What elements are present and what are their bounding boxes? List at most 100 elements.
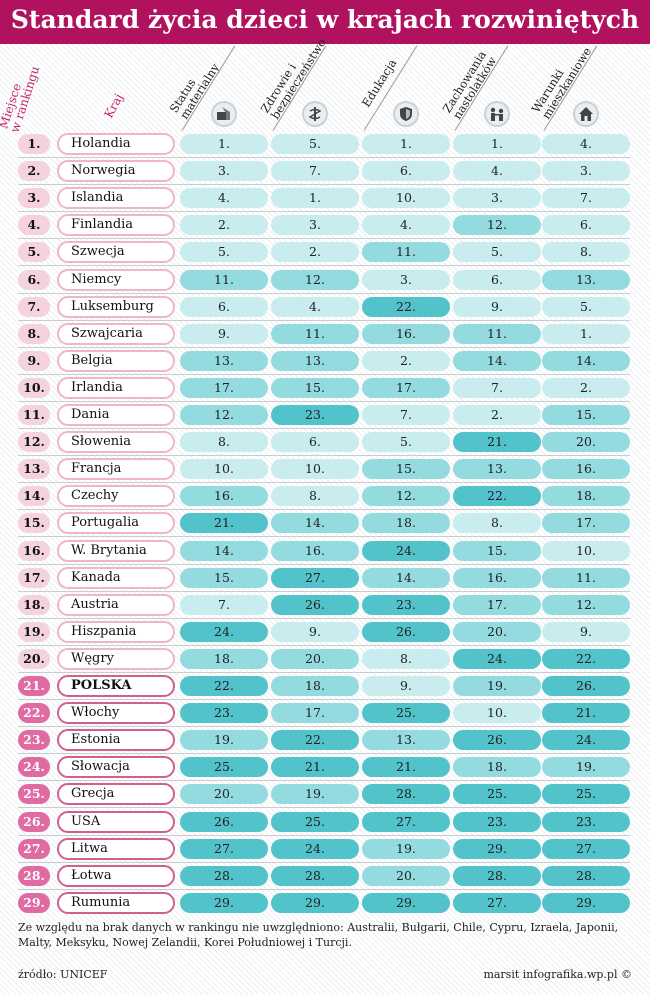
rank-cell: 19. — [271, 784, 359, 804]
rank-cell: 13. — [542, 270, 630, 290]
rank-badge: 3. — [18, 188, 50, 208]
rank-cell: 8. — [271, 486, 359, 506]
rank-cell: 5. — [180, 242, 268, 262]
country-label: Węgry — [57, 648, 175, 670]
country-label: Słowacja — [57, 756, 175, 778]
country-label: Portugalia — [57, 512, 175, 534]
rank-badge: 8. — [18, 324, 50, 344]
rank-cell: 20. — [542, 432, 630, 452]
rank-cell: 7. — [453, 378, 541, 398]
rank-cell: 8. — [453, 513, 541, 533]
rank-cell: 8. — [362, 649, 450, 669]
rank-badge: 20. — [18, 649, 50, 669]
rank-cell: 29. — [362, 893, 450, 913]
country-label: Rumunia — [57, 892, 175, 914]
rank-cell: 2. — [542, 378, 630, 398]
rank-cell: 21. — [180, 513, 268, 533]
rank-cell: 6. — [453, 270, 541, 290]
rank-cell: 8. — [542, 242, 630, 262]
rank-cell: 21. — [362, 757, 450, 777]
rank-cell: 20. — [271, 649, 359, 669]
rank-badge: 19. — [18, 622, 50, 642]
rank-cell: 14. — [180, 541, 268, 561]
rank-badge: 9. — [18, 351, 50, 371]
country-label: W. Brytania — [57, 540, 175, 562]
rank-cell: 5. — [271, 134, 359, 154]
row-separator — [18, 509, 630, 510]
rank-cell: 2. — [271, 242, 359, 262]
rank-cell: 5. — [542, 297, 630, 317]
rank-badge: 28. — [18, 866, 50, 886]
row-separator — [18, 401, 630, 402]
country-label: Szwecja — [57, 241, 175, 263]
rank-cell: 2. — [362, 351, 450, 371]
rank-cell: 15. — [362, 459, 450, 479]
rank-cell: 14. — [271, 513, 359, 533]
rank-cell: 5. — [362, 432, 450, 452]
rank-cell: 28. — [542, 866, 630, 886]
title-bar — [0, 0, 650, 44]
rank-cell: 15. — [453, 541, 541, 561]
rank-cell: 17. — [542, 513, 630, 533]
row-separator — [18, 699, 630, 700]
rank-cell: 15. — [542, 405, 630, 425]
rank-cell: 24. — [362, 541, 450, 561]
row-separator — [18, 645, 630, 646]
rank-cell: 4. — [271, 297, 359, 317]
rank-cell: 2. — [453, 405, 541, 425]
rank-badge: 2. — [18, 161, 50, 181]
rank-cell: 20. — [180, 784, 268, 804]
rank-cell: 15. — [271, 378, 359, 398]
row-separator — [18, 482, 630, 483]
rank-cell: 1. — [542, 324, 630, 344]
row-separator — [18, 347, 630, 348]
rank-cell: 20. — [453, 622, 541, 642]
rank-cell: 26. — [542, 676, 630, 696]
rank-cell: 8. — [180, 432, 268, 452]
rank-cell: 28. — [271, 866, 359, 886]
rank-cell: 23. — [271, 405, 359, 425]
rank-cell: 1. — [362, 134, 450, 154]
rank-cell: 16. — [180, 486, 268, 506]
rank-cell: 22. — [453, 486, 541, 506]
rank-badge: 16. — [18, 541, 50, 561]
row-separator — [18, 862, 630, 863]
row-separator — [18, 536, 630, 537]
rank-cell: 4. — [362, 215, 450, 235]
rank-cell: 22. — [271, 730, 359, 750]
house-icon — [573, 101, 599, 127]
rank-cell: 9. — [542, 622, 630, 642]
row-separator — [18, 753, 630, 754]
rank-cell: 13. — [362, 730, 450, 750]
row-separator — [18, 293, 630, 294]
caduceus-icon — [302, 101, 328, 127]
country-label: Kanada — [57, 567, 175, 589]
rank-badge: 12. — [18, 432, 50, 452]
credit-label: marsit infografika.wp.pl © — [483, 968, 632, 981]
rank-badge: 7. — [18, 297, 50, 317]
rank-cell: 22. — [180, 676, 268, 696]
rank-cell: 4. — [180, 188, 268, 208]
rank-cell: 27. — [362, 812, 450, 832]
rank-cell: 10. — [271, 459, 359, 479]
rank-cell: 24. — [271, 839, 359, 859]
rank-cell: 6. — [362, 161, 450, 181]
rank-cell: 14. — [362, 568, 450, 588]
rank-cell: 1. — [271, 188, 359, 208]
rank-cell: 27. — [542, 839, 630, 859]
rank-cell: 11. — [180, 270, 268, 290]
rank-cell: 19. — [180, 730, 268, 750]
rank-badge: 26. — [18, 812, 50, 832]
rank-cell: 10. — [180, 459, 268, 479]
row-separator — [18, 564, 630, 565]
footnote: Ze względu na brak danych w rankingu nie… — [18, 921, 619, 949]
rank-cell: 11. — [453, 324, 541, 344]
rank-cell: 26. — [271, 595, 359, 615]
row-separator — [18, 835, 630, 836]
rank-cell: 25. — [542, 784, 630, 804]
rank-cell: 18. — [362, 513, 450, 533]
rank-cell: 3. — [542, 161, 630, 181]
rank-cell: 9. — [362, 676, 450, 696]
row-separator — [18, 428, 630, 429]
rank-badge: 11. — [18, 405, 50, 425]
